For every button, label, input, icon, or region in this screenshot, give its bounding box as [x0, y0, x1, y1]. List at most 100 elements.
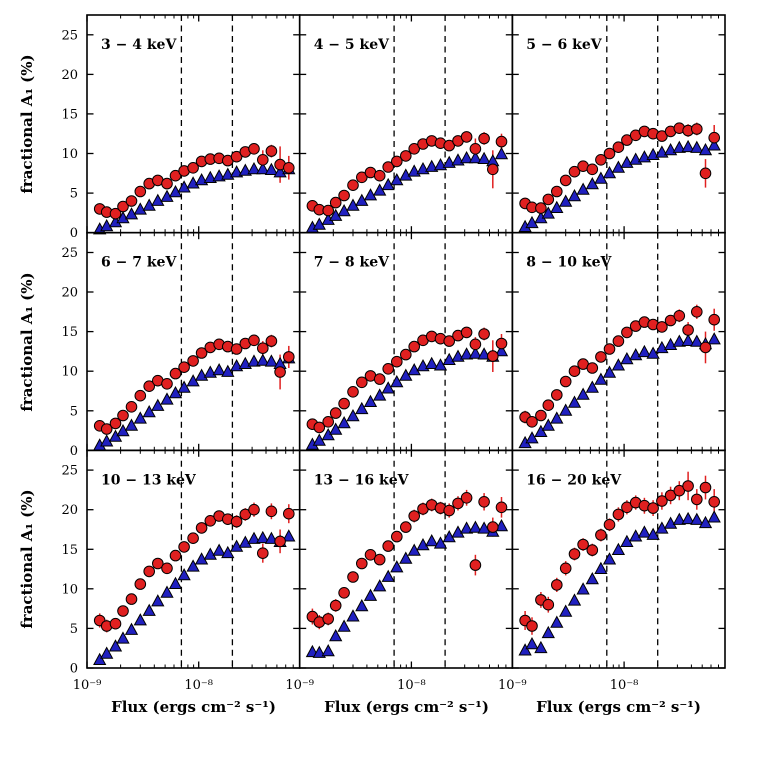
y-tick-label: 0 [70, 662, 78, 677]
blue-triangle-marker [585, 380, 599, 393]
red-circle-marker [257, 342, 269, 355]
blue-triangle-marker [525, 636, 539, 650]
red-circle-marker [568, 548, 581, 560]
blue-triangle-marker [212, 169, 226, 182]
blue-triangle-marker [681, 511, 695, 525]
blue-triangle-marker [133, 613, 147, 626]
red-circle-marker [559, 562, 572, 575]
panel-energy-label: 10 − 13 keV [101, 472, 197, 488]
red-circle-marker [356, 376, 368, 389]
red-circle-marker [408, 340, 421, 353]
blue-triangle-marker [425, 534, 439, 547]
blue-triangle-marker [273, 165, 287, 178]
red-circle-marker [656, 321, 668, 333]
red-circle-marker [274, 535, 286, 548]
red-circle-marker [338, 587, 350, 599]
red-circle-marker [143, 380, 155, 393]
blue-triangle-marker [494, 344, 509, 357]
red-circle-marker [329, 196, 342, 209]
blue-triangle-marker [142, 603, 156, 616]
x-tick-label: 10⁻⁸ [184, 678, 213, 693]
red-circle-marker [161, 378, 173, 390]
red-circle-marker [460, 131, 473, 143]
blue-triangle-marker [637, 344, 652, 358]
red-circle-marker [125, 195, 138, 207]
red-circle-marker [478, 328, 490, 340]
y-tick-label: 20 [61, 286, 78, 301]
red-circle-marker [373, 553, 386, 566]
red-circle-marker [664, 314, 677, 327]
panel-9: 16 − 20 keV 10⁻⁹ 10⁻⁸ [498, 449, 726, 693]
panel-energy-label: 8 − 10 keV [526, 255, 612, 271]
red-circle-marker [621, 326, 633, 339]
red-circle-marker [338, 189, 350, 202]
red-circle-marker [230, 343, 243, 355]
blue-triangle-marker [494, 518, 509, 532]
panel-8: 13 − 16 keV 10⁻⁹ 10⁻⁸ [285, 449, 514, 693]
panel-3: 5 − 6 keV [511, 14, 726, 234]
x-tick-label: 10⁻⁹ [73, 678, 102, 693]
red-circle-marker [134, 389, 147, 402]
blue-triangle-marker [534, 640, 548, 654]
blue-triangle-marker [525, 431, 539, 444]
red-circle-marker [109, 617, 122, 630]
red-circle-marker [664, 489, 677, 502]
red-circle-marker [595, 351, 607, 363]
red-circle-marker [230, 515, 243, 528]
y-tick-label: 20 [61, 68, 78, 83]
red-circle-marker [586, 362, 599, 374]
blue-triangle-marker [594, 561, 608, 574]
blue-triangle-marker [425, 159, 439, 172]
red-circle-marker [178, 541, 190, 553]
red-circle-marker [495, 135, 508, 148]
blue-triangle-marker [585, 572, 599, 585]
y-tick-label: 25 [61, 246, 78, 261]
blue-triangle-marker [611, 358, 626, 371]
blue-triangle-marker [534, 424, 548, 437]
red-circle-marker [469, 338, 482, 351]
blue-triangle-marker [707, 510, 721, 523]
x-axis-label: Flux (ergs cm⁻² s⁻¹) [536, 698, 701, 716]
red-circle-marker [125, 593, 138, 605]
blue-triangle-marker [100, 218, 114, 232]
blue-triangle-marker [221, 545, 235, 559]
panel-energy-label: 5 − 6 keV [526, 37, 602, 53]
red-circle-marker [535, 202, 547, 214]
blue-triangle-marker [567, 593, 582, 606]
blue-triangle-marker [363, 394, 378, 407]
blue-triangle-marker [672, 140, 686, 153]
y-tick-label: 0 [70, 226, 78, 241]
red-circle-marker [469, 559, 482, 571]
y-tick-label: 10 [61, 582, 78, 597]
panel-7: 10 − 13 keV 0 5 10 15 20 25 10⁻⁹ 10⁻⁸ [61, 449, 301, 693]
y-tick-label: 5 [70, 622, 78, 637]
blue-triangle-marker [312, 645, 326, 658]
red-circle-marker [612, 335, 625, 347]
blue-triangle-marker [707, 138, 721, 151]
red-circle-marker [204, 515, 217, 527]
red-circle-marker [708, 313, 721, 326]
blue-triangle-marker [160, 392, 174, 405]
blue-triangle-marker [381, 569, 395, 582]
red-circle-marker [656, 495, 668, 507]
blue-triangle-marker [399, 551, 413, 564]
panel-energy-label: 4 − 5 keV [314, 37, 390, 53]
red-circle-marker [257, 154, 269, 166]
blue-triangle-marker [247, 531, 261, 544]
blue-triangle-marker [247, 354, 261, 367]
red-circle-marker [265, 145, 278, 157]
red-circle-marker [682, 324, 694, 336]
red-circle-marker [187, 532, 199, 545]
blue-triangle-marker [690, 334, 704, 347]
blue-triangle-marker [602, 552, 617, 565]
blue-triangle-marker [100, 646, 114, 659]
red-circle-marker [134, 578, 147, 590]
blue-triangle-marker [264, 531, 279, 544]
red-circle-marker [699, 167, 712, 180]
red-circle-marker [577, 538, 589, 551]
blue-triangle-marker [151, 193, 165, 206]
blue-triangle-marker [203, 170, 217, 183]
red-circle-marker [708, 131, 721, 144]
panel-energy-label: 7 − 8 keV [314, 255, 390, 271]
blue-triangle-marker [390, 374, 404, 388]
